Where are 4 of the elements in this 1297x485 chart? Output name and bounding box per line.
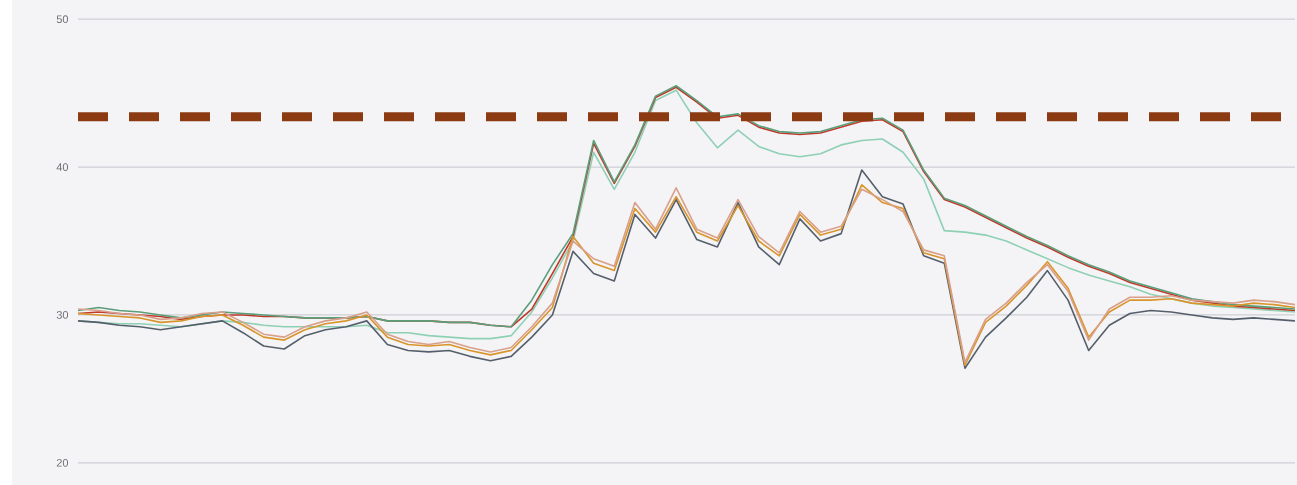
y-tick-label: 30 (56, 311, 69, 319)
y-tick-label: 20 (56, 458, 69, 467)
y-tick-label: 50 (56, 15, 69, 24)
y-tick-label: 40 (56, 163, 69, 171)
